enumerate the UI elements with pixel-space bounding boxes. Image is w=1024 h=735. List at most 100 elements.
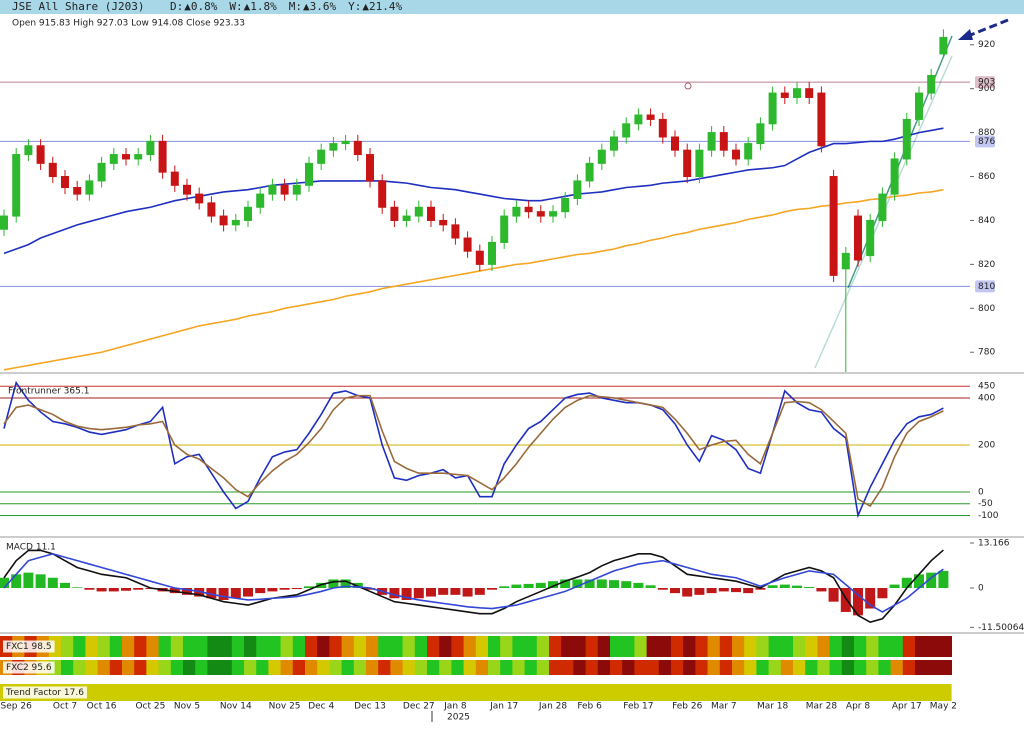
histogram-bar <box>0 577 9 589</box>
candle-body <box>475 250 484 265</box>
heat-cell <box>585 636 599 657</box>
heat-cell <box>817 636 830 657</box>
heat-cell <box>671 660 684 675</box>
heat-cell <box>939 636 952 657</box>
heat-cell <box>134 660 147 675</box>
candle-body <box>646 114 655 120</box>
candle-body <box>817 92 826 147</box>
histogram-bar <box>169 588 180 594</box>
heat-cell <box>85 636 98 657</box>
heat-cell <box>414 660 428 675</box>
candle-body <box>890 158 899 195</box>
heat-cell <box>366 660 379 675</box>
x-tick-label: Dec 27 <box>403 702 435 712</box>
candle-body <box>866 219 875 257</box>
heat-cell <box>512 636 525 657</box>
histogram-bar <box>243 588 253 597</box>
heat-cell <box>890 660 904 675</box>
histogram-bar <box>901 577 912 589</box>
histogram-bar <box>865 588 876 609</box>
heat-cell <box>524 636 538 657</box>
histogram-bar <box>121 588 131 591</box>
histogram-bar <box>462 588 473 597</box>
candle-body <box>634 114 643 125</box>
candle-body <box>231 219 240 226</box>
strip-label-box <box>3 686 87 699</box>
level-box <box>975 135 995 148</box>
strip-label-box <box>3 661 55 674</box>
x-tick-label: Nov 25 <box>269 702 301 712</box>
histogram-bar <box>255 588 266 594</box>
y-tick-label: 13.166 <box>978 539 1010 549</box>
heat-cell <box>134 636 147 657</box>
heat-cell <box>866 660 879 675</box>
candle-body <box>780 92 789 98</box>
heat-cell <box>939 660 952 675</box>
histogram-bar <box>682 588 693 597</box>
histogram-bar <box>731 588 741 593</box>
header-title: JSE All Share (J203) <box>12 0 144 13</box>
heat-cell <box>915 636 928 657</box>
heat-cell <box>109 660 123 675</box>
heat-cell <box>85 660 98 675</box>
heat-cell <box>683 660 696 675</box>
heat-cell <box>878 660 891 675</box>
heat-cell <box>231 660 245 675</box>
heat-cell <box>378 636 391 657</box>
x-tick-label: Jan 17 <box>489 702 518 712</box>
heat-cell <box>915 660 928 675</box>
ohlc-text: Open 915.83 High 927.03 Low 914.08 Close… <box>12 19 245 29</box>
heat-cell <box>549 660 562 675</box>
histogram-bar <box>767 585 778 589</box>
histogram-bar <box>560 579 571 589</box>
candle-body <box>488 241 496 265</box>
histogram-bar <box>60 582 70 589</box>
histogram-bar <box>535 582 546 589</box>
heat-cell <box>512 660 525 675</box>
candle-body <box>378 180 387 208</box>
candle-body <box>170 171 179 186</box>
histogram-bar <box>584 579 595 589</box>
heat-cell <box>744 660 757 675</box>
heat-cell <box>695 660 708 675</box>
candle-body <box>573 180 582 199</box>
year-label: 2025 <box>447 713 470 723</box>
candle-body <box>85 180 94 195</box>
y-tick-label: 0 <box>978 487 984 497</box>
heat-cell <box>488 636 501 657</box>
candle-body <box>341 140 350 145</box>
change-label: Y: <box>348 0 361 13</box>
candle-body <box>695 149 704 178</box>
y-tick-label: 0 <box>978 584 984 594</box>
heat-cell <box>732 660 745 675</box>
candle-body <box>317 149 326 164</box>
heat-cell <box>500 660 513 675</box>
heat-cell <box>451 636 464 657</box>
histogram-bar <box>609 580 619 589</box>
heat-cell <box>292 660 306 675</box>
heat-cell <box>585 660 599 675</box>
histogram-bar <box>35 574 46 589</box>
x-tick-label: Dec 4 <box>308 702 334 712</box>
candle-body <box>195 193 204 204</box>
heat-cell <box>768 660 782 675</box>
candle-body <box>256 193 265 208</box>
heat-cell <box>707 660 721 675</box>
candle-body <box>158 140 167 173</box>
histogram-bar <box>853 588 863 616</box>
histogram-bar <box>792 585 802 589</box>
heat-cell <box>353 660 367 675</box>
heat-cell <box>561 660 574 675</box>
histogram-bar <box>670 588 680 594</box>
x-tick-label: May 2 <box>930 702 957 712</box>
level-anchor <box>684 82 692 90</box>
histogram-bar <box>426 588 436 597</box>
candle-body <box>549 211 557 217</box>
candle-body <box>927 74 936 94</box>
heat-cell <box>427 636 440 657</box>
heat-cell <box>61 636 74 657</box>
x-tick-label: Apr 17 <box>892 702 922 712</box>
candle-body <box>732 149 740 160</box>
histogram-bar <box>413 588 424 599</box>
candle-body <box>805 88 814 98</box>
